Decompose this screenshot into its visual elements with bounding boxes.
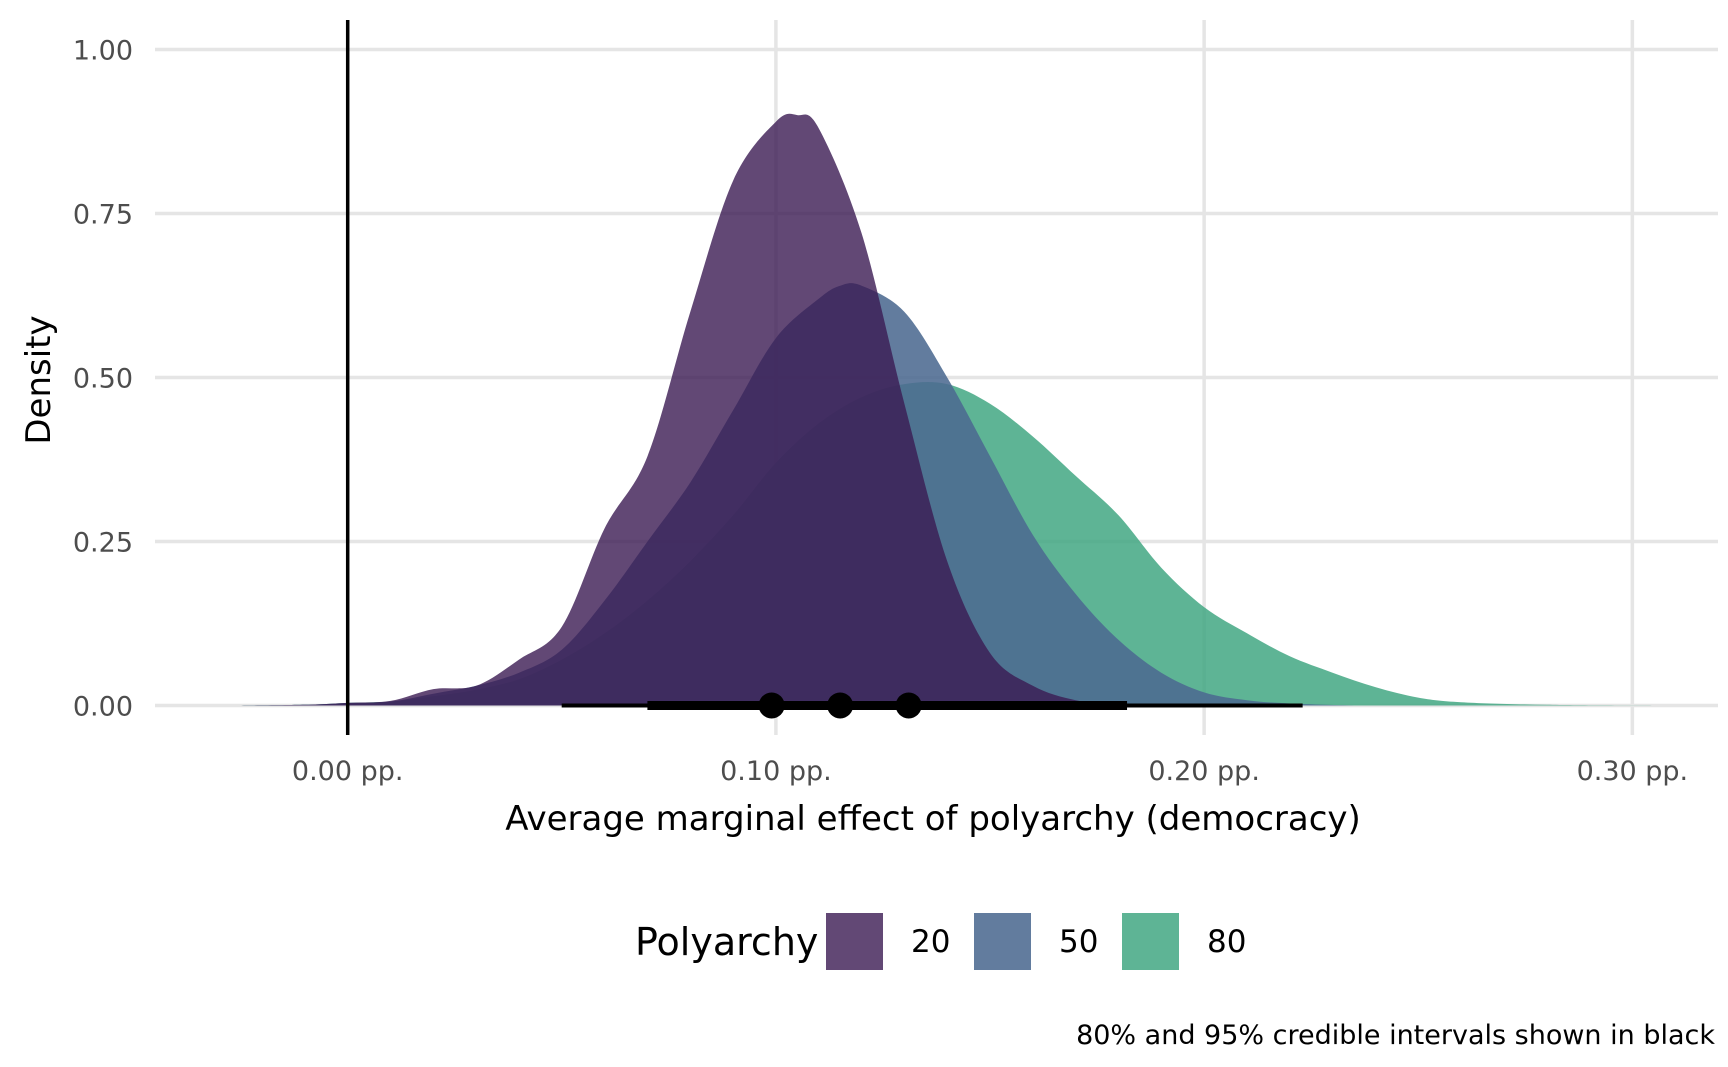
y-tick-label: 0.75 xyxy=(73,200,133,231)
median-point-80 xyxy=(895,692,922,719)
tick-labels: 0.00 0.25 0.50 0.75 1.00 0.00 pp. 0.10 pp. 0.20… xyxy=(73,36,1688,787)
legend: Polyarchy 20 50 80 xyxy=(635,913,1246,970)
median-point-50 xyxy=(827,692,854,719)
y-tick-label: 0.25 xyxy=(73,527,133,558)
legend-label-80: 80 xyxy=(1207,924,1246,960)
legend-label-50: 50 xyxy=(1059,924,1098,960)
legend-key-20 xyxy=(826,913,883,970)
y-tick-label: 0.00 xyxy=(73,691,133,722)
x-tick-label: 0.00 pp. xyxy=(292,756,404,787)
credible-intervals xyxy=(561,692,1303,719)
y-tick-label: 0.50 xyxy=(73,364,133,395)
x-tick-label: 0.20 pp. xyxy=(1148,756,1260,787)
legend-title: Polyarchy xyxy=(635,920,818,964)
caption: 80% and 95% credible intervals shown in … xyxy=(1076,1020,1715,1051)
median-point-20 xyxy=(758,692,785,719)
y-axis-title: Density xyxy=(19,315,59,444)
y-tick-label: 1.00 xyxy=(73,36,133,67)
legend-key-80 xyxy=(1122,913,1179,970)
density-areas xyxy=(219,113,1654,706)
density-area-20 xyxy=(219,113,1205,706)
legend-label-20: 20 xyxy=(911,924,950,960)
legend-key-50 xyxy=(974,913,1031,970)
x-tick-label: 0.10 pp. xyxy=(720,756,832,787)
x-tick-label: 0.30 pp. xyxy=(1577,756,1689,787)
x-axis-title: Average marginal effect of polyarchy (de… xyxy=(505,799,1361,839)
